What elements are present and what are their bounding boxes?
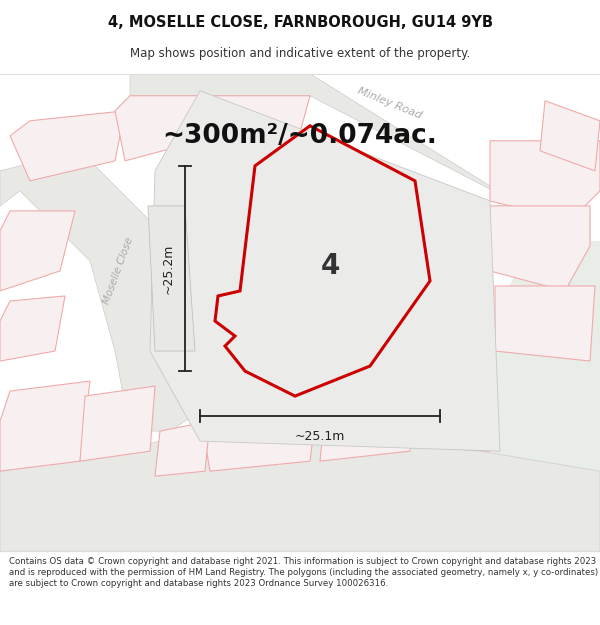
Polygon shape [490,141,600,221]
Polygon shape [0,151,200,431]
Polygon shape [0,211,75,291]
Text: Map shows position and indicative extent of the property.: Map shows position and indicative extent… [130,47,470,59]
Polygon shape [155,421,210,476]
Polygon shape [148,206,195,351]
Polygon shape [150,91,500,451]
Polygon shape [130,74,590,241]
Text: ~25.1m: ~25.1m [295,430,345,443]
Polygon shape [540,101,600,171]
Polygon shape [115,96,210,161]
Text: Minley Road: Minley Road [356,86,424,120]
Polygon shape [495,286,595,361]
Polygon shape [205,421,315,471]
Text: ~25.2m: ~25.2m [162,243,175,294]
Polygon shape [415,281,490,366]
Polygon shape [0,296,65,361]
Polygon shape [80,386,155,461]
Polygon shape [10,111,125,181]
Polygon shape [320,406,415,461]
Text: ~300m²/~0.074ac.: ~300m²/~0.074ac. [163,123,437,149]
Text: Contains OS data © Crown copyright and database right 2021. This information is : Contains OS data © Crown copyright and d… [9,557,598,588]
Polygon shape [415,371,495,451]
Text: 4: 4 [320,252,340,280]
Polygon shape [200,96,310,161]
Text: Moselle Close: Moselle Close [101,236,135,306]
Polygon shape [0,381,90,471]
Polygon shape [490,206,590,291]
Polygon shape [215,126,430,396]
Polygon shape [185,156,280,211]
Polygon shape [0,431,600,551]
Polygon shape [450,241,600,551]
Text: 4, MOSELLE CLOSE, FARNBOROUGH, GU14 9YB: 4, MOSELLE CLOSE, FARNBOROUGH, GU14 9YB [107,14,493,29]
